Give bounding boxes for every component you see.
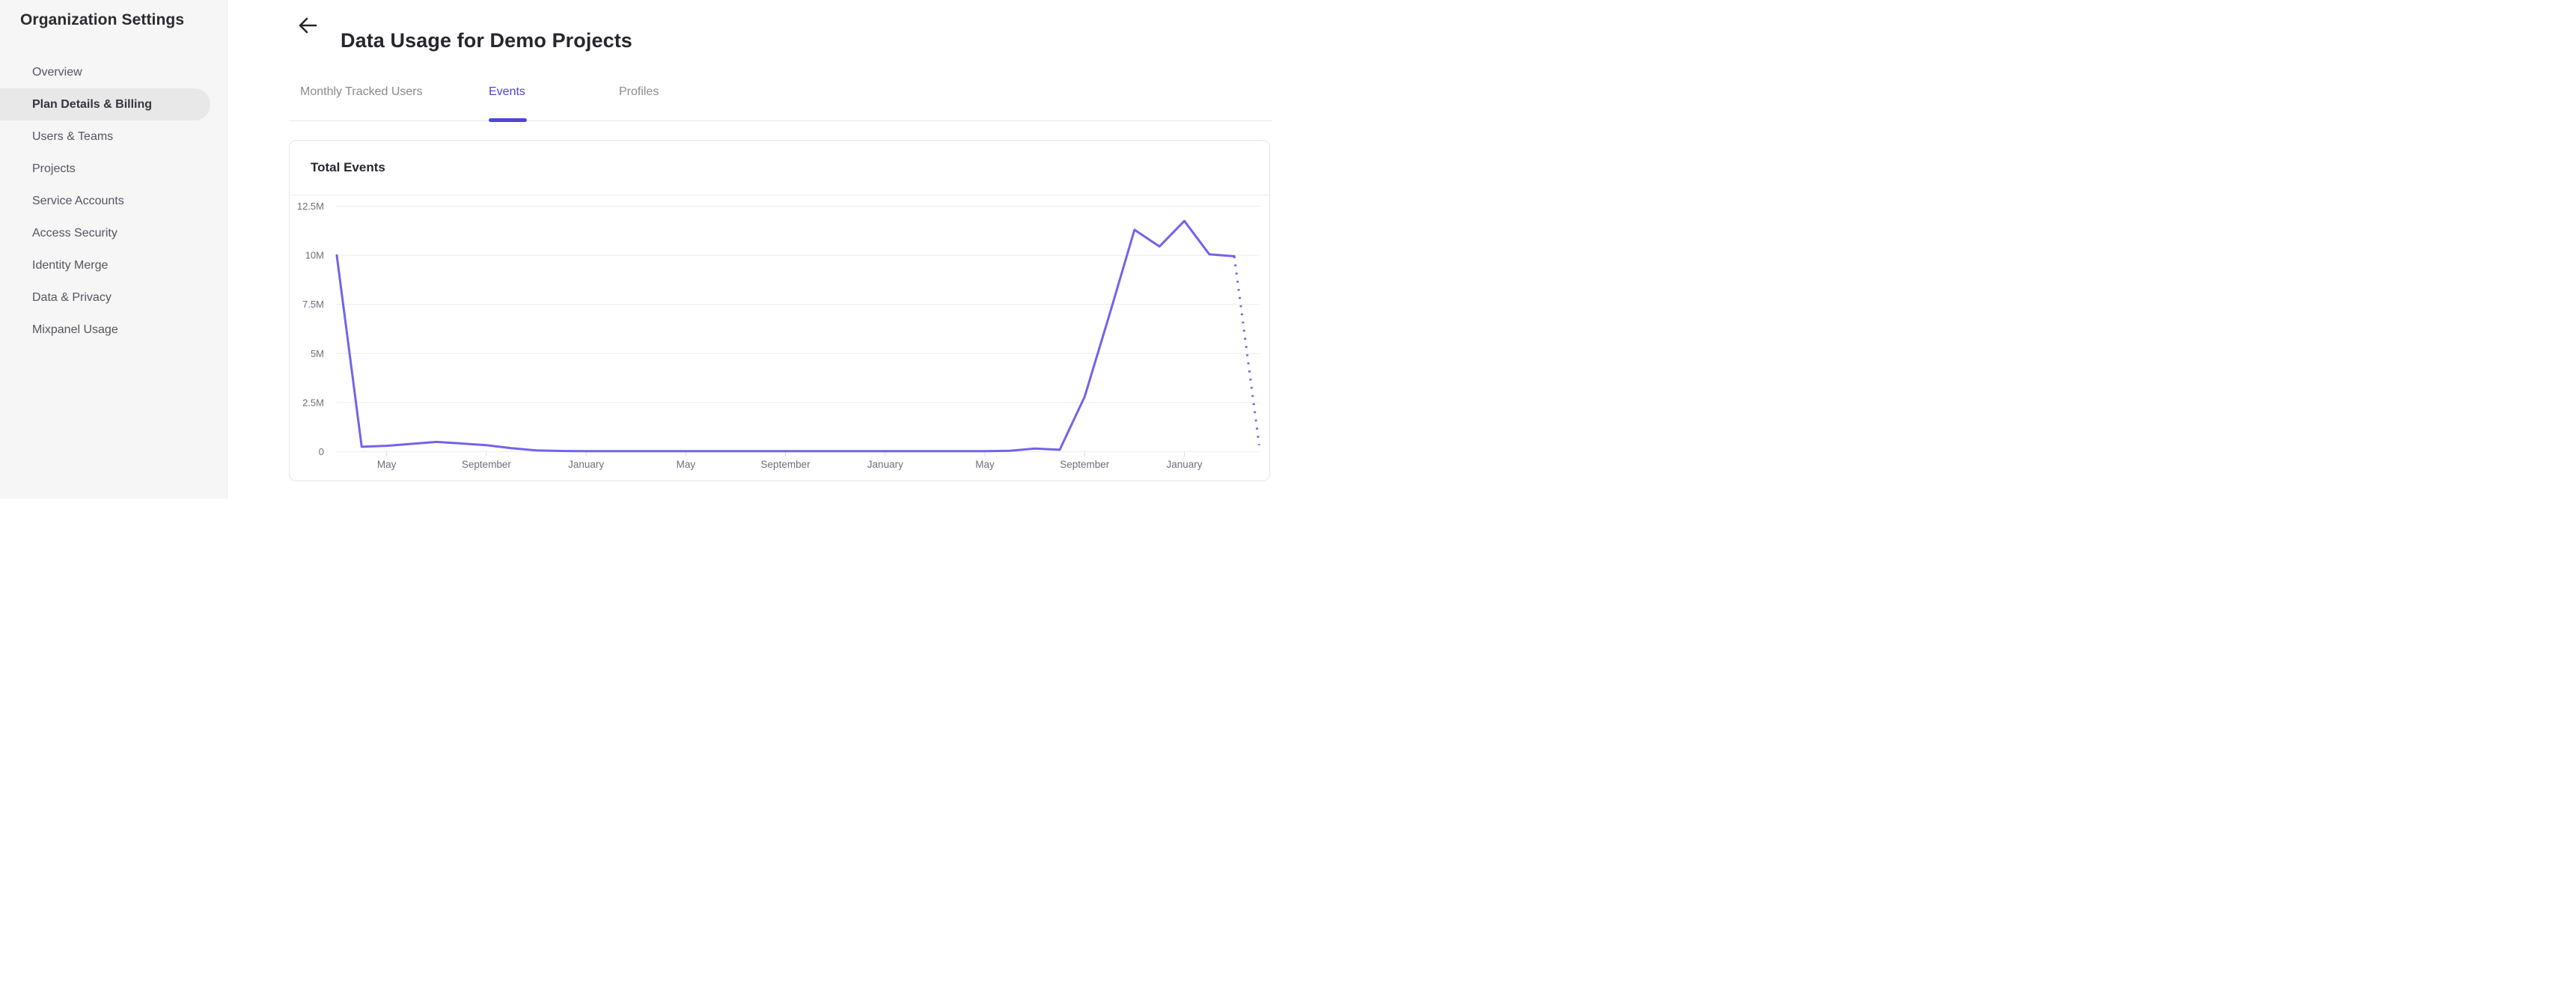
y-axis-label: 12.5M — [297, 201, 324, 212]
tab-events[interactable]: Events — [489, 85, 525, 98]
total-events-card: Total Events 12.5M 10M 7.5M 5M 2.5M 0 May Septe… — [289, 140, 1270, 481]
sidebar-title: Organization Settings — [20, 11, 185, 28]
x-axis-label: May — [975, 459, 995, 470]
sidebar-item-overview[interactable]: Overview — [32, 65, 82, 79]
y-axis-label: 0 — [319, 446, 324, 457]
back-arrow-icon — [298, 17, 317, 36]
sidebar: Organization Settings Overview Plan Deta… — [0, 0, 228, 498]
page-title: Data Usage for Demo Projects — [341, 29, 632, 52]
y-axis-label: 7.5M — [302, 299, 324, 310]
sidebar-item-plan-details-billing[interactable]: Plan Details & Billing — [0, 88, 210, 121]
card-header: Total Events — [290, 141, 1269, 195]
sidebar-nav: Overview Plan Details & Billing Users & … — [0, 56, 227, 346]
active-tab-indicator — [489, 118, 527, 122]
sidebar-item-projects[interactable]: Projects — [32, 162, 76, 175]
x-axis-label: September — [1060, 459, 1110, 470]
sidebar-item-identity-merge[interactable]: Identity Merge — [32, 258, 109, 272]
x-axis-label: May — [677, 459, 696, 470]
back-button[interactable] — [297, 16, 318, 36]
y-axis-label: 2.5M — [302, 397, 324, 408]
x-axis-label: January — [1167, 459, 1203, 470]
series-line-projected-segment — [1233, 256, 1260, 445]
sidebar-item-mixpanel-usage[interactable]: Mixpanel Usage — [32, 323, 118, 336]
sidebar-item-users-teams[interactable]: Users & Teams — [32, 129, 114, 143]
chart-area: 12.5M 10M 7.5M 5M 2.5M 0 May September January Ma… — [290, 195, 1269, 481]
x-axis-label: May — [377, 459, 397, 470]
y-axis-label: 5M — [311, 348, 324, 359]
series-line-total-events — [335, 219, 1236, 453]
x-axis-label: September — [761, 459, 811, 470]
tab-profiles[interactable]: Profiles — [619, 85, 659, 98]
tab-monthly-tracked-users[interactable]: Monthly Tracked Users — [300, 85, 423, 98]
x-axis-label: January — [568, 459, 604, 470]
chart-canvas[interactable]: 12.5M 10M 7.5M 5M 2.5M 0 May September January Ma… — [290, 195, 1269, 481]
y-axis-label: 10M — [305, 250, 324, 261]
x-axis-label: September — [462, 459, 512, 470]
page: Organization Settings Overview Plan Deta… — [0, 0, 1288, 498]
card-title: Total Events — [311, 160, 385, 174]
x-axis-label: January — [867, 459, 903, 470]
sidebar-item-data-privacy[interactable]: Data & Privacy — [32, 290, 112, 304]
sidebar-item-service-accounts[interactable]: Service Accounts — [32, 194, 124, 207]
sidebar-item-access-security[interactable]: Access Security — [32, 226, 117, 240]
